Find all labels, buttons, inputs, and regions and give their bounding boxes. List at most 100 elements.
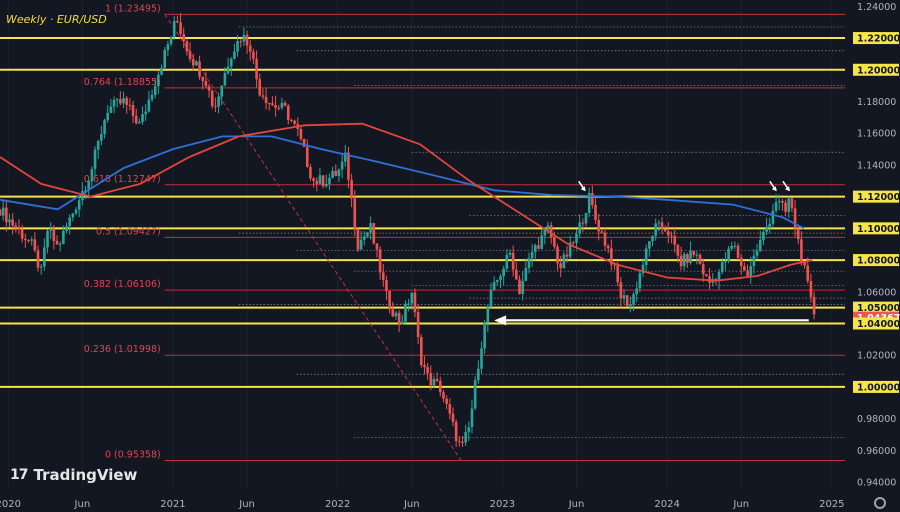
candle-body — [169, 36, 173, 45]
candle-body — [369, 223, 372, 233]
candle-body — [271, 103, 274, 106]
candle-body — [619, 282, 623, 299]
candle-body — [454, 421, 458, 442]
candle-body — [733, 245, 737, 247]
level-price-tag — [853, 317, 899, 330]
candle-body — [337, 169, 341, 176]
candle-body — [758, 239, 762, 251]
candle-body — [245, 34, 249, 46]
candle-body — [473, 380, 477, 409]
candle-body — [223, 73, 227, 86]
candle-body — [565, 254, 569, 257]
candle-body — [157, 74, 160, 87]
candle-body — [461, 442, 464, 444]
candle-body — [17, 228, 21, 230]
candle-body — [5, 207, 8, 223]
y-tick-label: 1.02000 — [857, 351, 896, 362]
candle-body — [603, 232, 607, 246]
candle-body — [385, 279, 388, 291]
candle-body — [774, 202, 778, 211]
candle-body — [410, 292, 414, 304]
level-price-label: 1.05000 — [857, 303, 900, 314]
candle-body — [686, 254, 689, 263]
candle-body — [176, 21, 179, 23]
candle-body — [534, 245, 537, 252]
candle-body — [236, 41, 239, 52]
tradingview-logo: 17 TradingView — [10, 466, 137, 484]
candle-body — [648, 241, 651, 249]
candle-body — [106, 112, 109, 121]
candle-body — [448, 404, 452, 414]
level-price-label: 1.20000 — [857, 65, 900, 76]
candle-body — [771, 210, 775, 224]
x-tick-label: 2022 — [325, 499, 350, 510]
level-price-tag — [853, 190, 899, 203]
candle-body — [90, 168, 94, 182]
candle-body — [119, 99, 122, 104]
candle-body — [445, 398, 448, 405]
candle-body — [724, 261, 727, 263]
level-price-label: 1.22000 — [857, 34, 900, 45]
candle-body — [489, 290, 493, 308]
candle-body — [638, 273, 642, 289]
candle-body — [14, 225, 18, 229]
arrow-head — [771, 186, 777, 192]
candle-body — [103, 120, 106, 135]
candle-body — [43, 247, 46, 267]
x-tick-label: Jun — [732, 499, 749, 510]
candle-body — [673, 236, 677, 245]
candle-body — [166, 44, 170, 50]
candle-body — [591, 193, 594, 205]
candle-body — [258, 79, 262, 96]
candle-body — [705, 274, 708, 277]
candle-body — [790, 198, 794, 209]
level-price-tag — [853, 32, 899, 45]
arrow-left-icon — [494, 315, 507, 326]
candle-body — [242, 34, 246, 42]
fib-label: 0.5 (1.09427) — [96, 226, 161, 237]
candle-body — [777, 201, 781, 203]
y-tick-label: 0.94000 — [857, 478, 896, 489]
candle-body — [27, 240, 30, 242]
candle-body — [321, 175, 325, 187]
fib-label: 0.382 (1.06106) — [84, 279, 161, 290]
candle-body — [362, 236, 366, 240]
level-price-tag — [853, 301, 899, 314]
candle-body — [679, 255, 683, 267]
x-tick-label: 2024 — [654, 499, 679, 510]
candle-body — [701, 264, 705, 275]
candle-body — [435, 379, 439, 381]
candle-body — [524, 267, 528, 281]
candle-body — [594, 204, 597, 220]
level-price-tag — [853, 380, 899, 393]
candle-body — [350, 179, 353, 199]
candle-body — [141, 114, 144, 122]
candle-body — [375, 243, 379, 250]
candle-body — [692, 250, 696, 255]
candle-body — [800, 239, 803, 263]
candle-body — [394, 312, 398, 317]
candle-body — [442, 392, 445, 399]
candle-body — [147, 99, 151, 112]
candle-body — [195, 61, 198, 66]
candle-body — [290, 119, 293, 121]
candle-body — [33, 239, 37, 251]
candle-body — [248, 45, 252, 52]
candle-body — [549, 225, 553, 238]
candle-body — [324, 183, 328, 187]
candle-body — [24, 238, 27, 241]
fibonacci-retracement: 1 (1.23495) 0.764 (1.18855) 0.618 (1.12747… — [84, 3, 845, 462]
settings-gear-icon[interactable] — [874, 497, 886, 509]
level-price-label: 1.12000 — [857, 192, 900, 203]
candle-body — [581, 222, 585, 224]
candle-body — [676, 244, 680, 256]
fib-label: 1 (1.23495) — [105, 3, 161, 14]
candle-body — [644, 248, 648, 265]
candle-body — [204, 80, 208, 87]
candle-body — [812, 296, 816, 315]
candle-body — [150, 95, 154, 100]
candle-body — [30, 239, 33, 241]
candle-body — [49, 228, 52, 231]
candle-body — [182, 33, 186, 42]
